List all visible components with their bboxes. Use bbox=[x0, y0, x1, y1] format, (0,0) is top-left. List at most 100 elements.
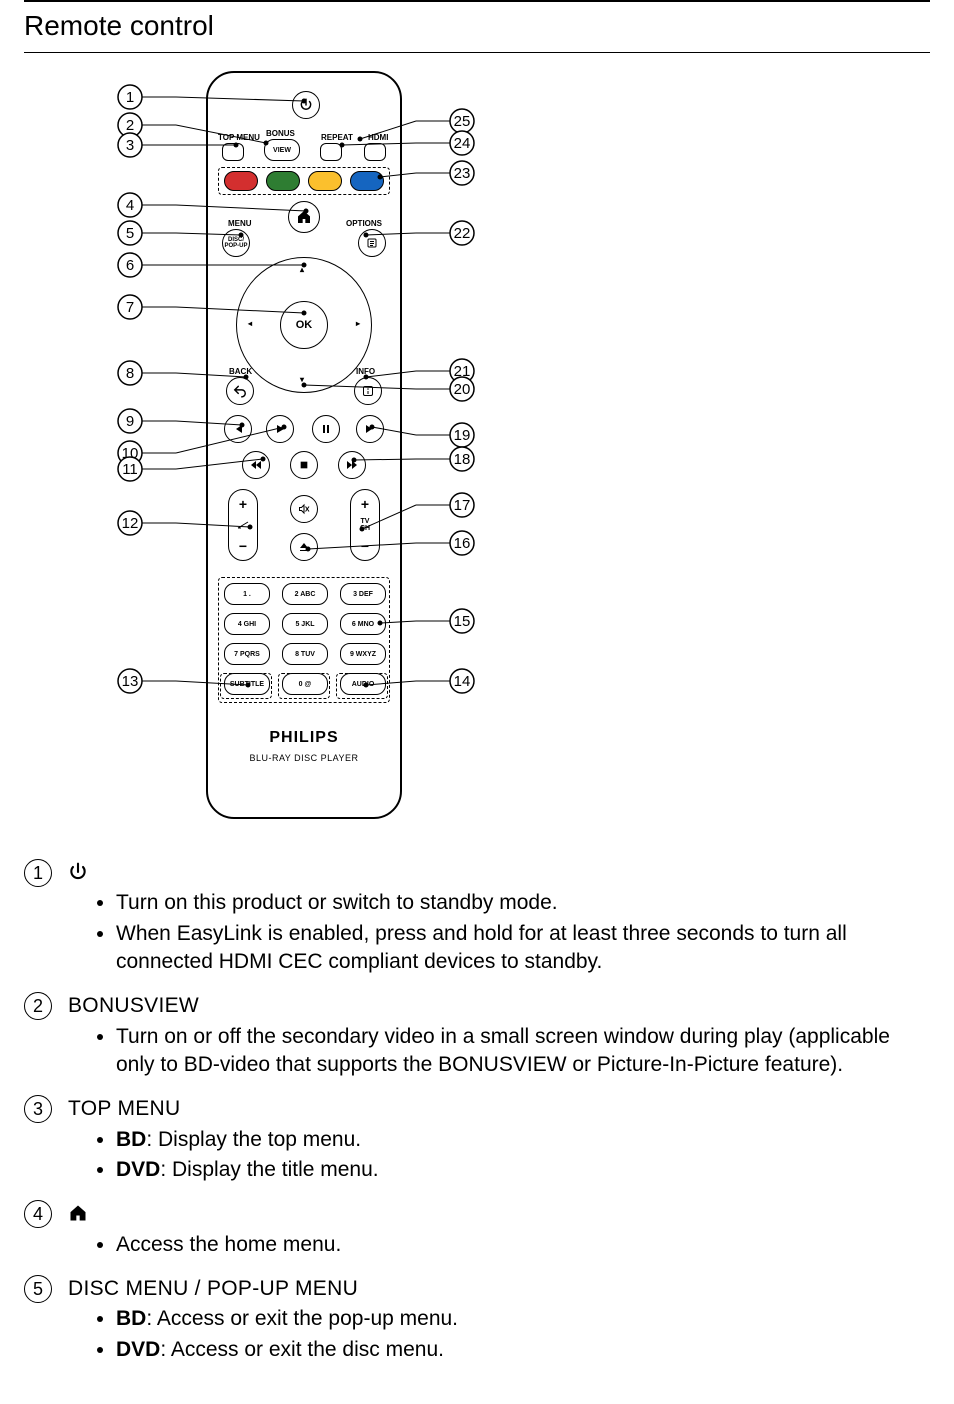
power-icon bbox=[299, 98, 313, 112]
color-button-2[interactable] bbox=[308, 171, 342, 191]
desc-bullet: BD: Access or exit the pop-up menu. bbox=[116, 1305, 930, 1333]
label-menu: MENU bbox=[228, 219, 252, 228]
disc-popup-button[interactable]: DISC/POP-UP bbox=[222, 229, 250, 257]
keypad-1-1[interactable]: 5 JKL bbox=[282, 613, 328, 635]
pause-button[interactable] bbox=[312, 415, 340, 443]
label-top-menu: TOP MENU bbox=[218, 133, 260, 142]
mute-button[interactable] bbox=[290, 495, 318, 523]
nav-down-icon: ▾ bbox=[300, 375, 304, 384]
home-button[interactable] bbox=[288, 201, 320, 233]
label-hdmi: HDMI bbox=[368, 133, 388, 142]
channel-rocker[interactable]: + TVCH − bbox=[350, 489, 380, 561]
keypad-0-0[interactable]: 1 . bbox=[224, 583, 270, 605]
desc-heading bbox=[68, 1200, 930, 1228]
svg-text:21: 21 bbox=[454, 363, 471, 380]
svg-text:22: 22 bbox=[454, 225, 471, 242]
keypad-1-2[interactable]: 6 MNO bbox=[340, 613, 386, 635]
svg-text:9: 9 bbox=[126, 413, 134, 430]
hdmi-button[interactable] bbox=[364, 143, 386, 161]
desc-bullets: BD: Access or exit the pop-up menu. DVD: … bbox=[68, 1305, 930, 1364]
volume-rocker[interactable]: + − bbox=[228, 489, 258, 561]
bonusview-button[interactable]: VIEW bbox=[264, 139, 300, 161]
mute-icon bbox=[297, 503, 311, 515]
svg-text:11: 11 bbox=[122, 461, 138, 478]
zero-box bbox=[278, 673, 330, 699]
desc-bullet: DVD: Access or exit the disc menu. bbox=[116, 1336, 930, 1364]
svg-text:10: 10 bbox=[122, 445, 139, 462]
description-list: 1Turn on this product or switch to stand… bbox=[24, 859, 930, 1366]
desc-number: 2 bbox=[24, 992, 52, 1020]
options-icon bbox=[366, 237, 378, 249]
desc-item-5: 5 DISC MENU / POP-UP MENUBD: Access or ex… bbox=[24, 1275, 930, 1366]
desc-heading: DISC MENU / POP-UP MENU bbox=[68, 1275, 930, 1303]
svg-text:1: 1 bbox=[126, 89, 134, 106]
svg-text:25: 25 bbox=[454, 113, 471, 130]
desc-body: BONUSVIEWTurn on or off the secondary vi… bbox=[68, 992, 930, 1081]
prev-button[interactable] bbox=[224, 415, 252, 443]
label-repeat: REPEAT bbox=[321, 133, 353, 142]
top-menu-button[interactable] bbox=[222, 143, 244, 161]
desc-bullets: BD: Display the top menu.DVD: Display th… bbox=[68, 1126, 930, 1185]
ok-button[interactable]: OK bbox=[280, 301, 328, 349]
rewind-button[interactable] bbox=[242, 451, 270, 479]
svg-text:20: 20 bbox=[454, 381, 471, 398]
keypad-1-0[interactable]: 4 GHI bbox=[224, 613, 270, 635]
keypad-0-1[interactable]: 2 ABC bbox=[282, 583, 328, 605]
volume-icon bbox=[237, 521, 249, 529]
svg-text:19: 19 bbox=[454, 427, 471, 444]
brand-label: PHILIPS bbox=[208, 729, 400, 747]
keypad-0-2[interactable]: 3 DEF bbox=[340, 583, 386, 605]
label-info: INFO bbox=[356, 367, 375, 376]
color-button-3[interactable] bbox=[350, 171, 384, 191]
svg-text:3: 3 bbox=[126, 137, 134, 154]
nav-left-icon: ◂ bbox=[248, 319, 252, 328]
stop-button[interactable] bbox=[290, 451, 318, 479]
subtitle-label: BLU-RAY DISC PLAYER bbox=[208, 753, 400, 763]
svg-text:23: 23 bbox=[454, 165, 471, 182]
options-button[interactable] bbox=[358, 229, 386, 257]
desc-bullets: Turn on or off the secondary video in a … bbox=[68, 1023, 930, 1080]
svg-text:18: 18 bbox=[454, 451, 471, 468]
back-icon bbox=[233, 384, 247, 398]
keypad-2-0[interactable]: 7 PQRS bbox=[224, 643, 270, 665]
play-button[interactable] bbox=[266, 415, 294, 443]
section-rule bbox=[24, 52, 930, 53]
rewind-icon bbox=[249, 459, 263, 471]
power-button[interactable] bbox=[292, 91, 320, 119]
svg-text:13: 13 bbox=[122, 673, 139, 690]
vol-plus: + bbox=[239, 496, 247, 512]
subtitle-box bbox=[220, 673, 272, 699]
desc-number: 5 bbox=[24, 1275, 52, 1303]
svg-text:15: 15 bbox=[454, 613, 471, 630]
svg-text:8: 8 bbox=[126, 365, 134, 382]
next-button[interactable] bbox=[356, 415, 384, 443]
section-title: Remote control bbox=[24, 10, 930, 42]
next-icon bbox=[364, 423, 376, 435]
desc-bullet: Access the home menu. bbox=[116, 1231, 930, 1259]
info-button[interactable] bbox=[354, 377, 382, 405]
eject-button[interactable] bbox=[290, 533, 318, 561]
ch-plus: + bbox=[361, 496, 369, 512]
desc-number: 4 bbox=[24, 1200, 52, 1228]
keypad-2-1[interactable]: 8 TUV bbox=[282, 643, 328, 665]
label-back: BACK bbox=[229, 367, 252, 376]
audio-box bbox=[336, 673, 388, 699]
repeat-button[interactable] bbox=[320, 143, 342, 161]
keypad-2-2[interactable]: 9 WXYZ bbox=[340, 643, 386, 665]
desc-item-1: 1Turn on this product or switch to stand… bbox=[24, 859, 930, 978]
color-button-1[interactable] bbox=[266, 171, 300, 191]
desc-bullet: DVD: Display the title menu. bbox=[116, 1156, 930, 1184]
svg-text:7: 7 bbox=[126, 299, 134, 316]
page: Remote control TOP MENU BONUS REPEAT HDM… bbox=[0, 0, 954, 1404]
fastfwd-icon bbox=[345, 459, 359, 471]
desc-item-4: 4 Access the home menu. bbox=[24, 1200, 930, 1261]
info-icon bbox=[362, 385, 374, 397]
back-button[interactable] bbox=[226, 377, 254, 405]
desc-heading bbox=[68, 859, 930, 887]
fastfwd-button[interactable] bbox=[338, 451, 366, 479]
desc-heading: TOP MENU bbox=[68, 1095, 930, 1123]
color-button-0[interactable] bbox=[224, 171, 258, 191]
svg-text:12: 12 bbox=[122, 515, 139, 532]
top-rule bbox=[24, 0, 930, 2]
desc-number: 3 bbox=[24, 1095, 52, 1123]
